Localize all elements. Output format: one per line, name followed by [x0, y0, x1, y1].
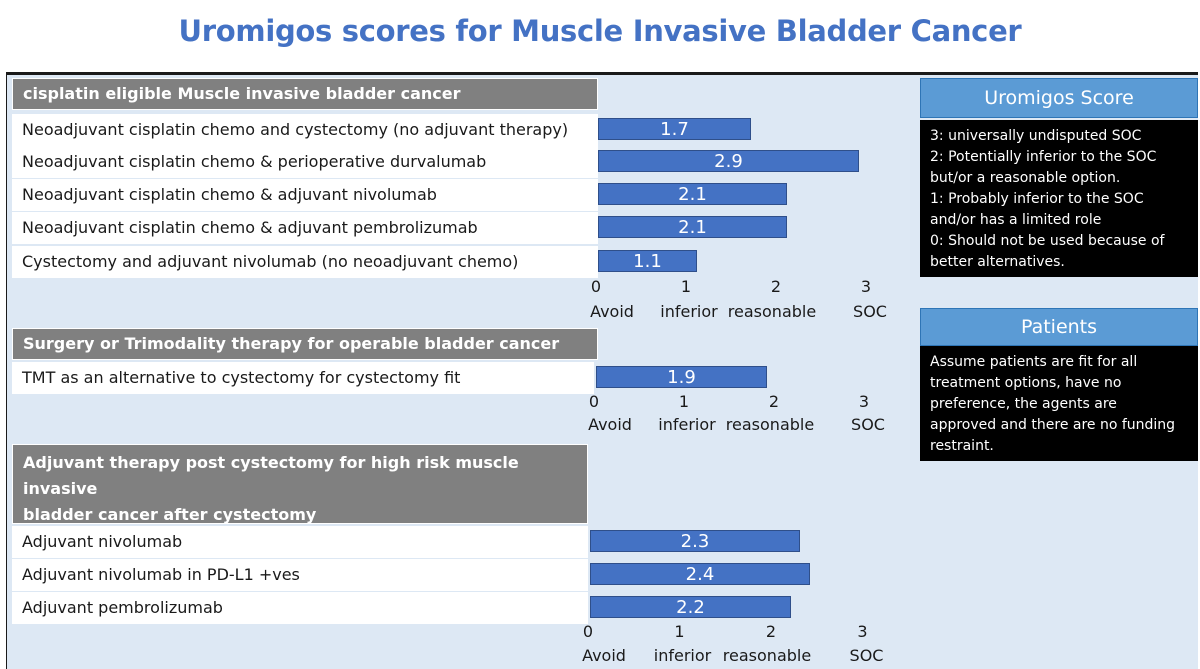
section-3-title-line-2: bladder cancer after cystectomy — [23, 505, 317, 524]
axis-tick-word: inferior — [658, 415, 716, 434]
patients-line: treatment options, have no — [930, 375, 1122, 391]
score-bar: 2.9 — [598, 150, 859, 172]
axis-tick-word: inferior — [653, 646, 712, 665]
score-legend-header: Uromigos Score — [920, 78, 1198, 118]
axis-tick-label: 2 — [765, 622, 777, 641]
bar-value-label: 2.3 — [680, 531, 710, 552]
score-legend-line: 1: Probably inferior to the SOC — [930, 191, 1144, 207]
score-legend-line: 3: universally undisputed SOC — [930, 128, 1142, 144]
score-legend-line: and/or has a limited role — [930, 212, 1102, 228]
page-title: Uromigos scores for Muscle Invasive Blad… — [178, 14, 1022, 48]
axis-tick-word: SOC — [849, 646, 884, 665]
score-bar: 2.2 — [590, 596, 791, 618]
axis-tick-label: 3 — [857, 622, 868, 641]
score-bar: 1.9 — [596, 366, 767, 388]
section-1-title: cisplatin eligible Muscle invasive bladd… — [23, 84, 461, 103]
score-bar: 2.1 — [598, 216, 787, 238]
bar-value-label: 2.2 — [676, 597, 705, 618]
axis-tick-word: reasonable — [722, 646, 812, 665]
axis-tick-label: 1 — [674, 622, 685, 641]
bar-value-label: 1.9 — [667, 367, 696, 388]
score-bar: 2.3 — [590, 530, 800, 552]
axis-tick-label: 2 — [770, 277, 782, 296]
category-label: Adjuvant pembrolizumab — [12, 592, 588, 624]
category-label: TMT as an alternative to cystectomy for … — [12, 362, 594, 394]
axis-tick-word: SOC — [853, 302, 887, 321]
bar-value-label: 1.1 — [633, 251, 662, 272]
category-label: Cystectomy and adjuvant nivolumab (no ne… — [12, 246, 598, 278]
axis-tick-label: 3 — [858, 392, 870, 411]
patients-line: preference, the agents are — [930, 396, 1117, 412]
section-2-title: Surgery or Trimodality therapy for opera… — [23, 334, 560, 353]
category-label: Neoadjuvant cisplatin chemo and cystecto… — [12, 114, 598, 146]
patients-header: Patients — [920, 308, 1198, 346]
patients-line: Assume patients are fit for all — [930, 354, 1138, 370]
axis-tick-label: 0 — [582, 622, 594, 641]
bar-value-label: 2.9 — [714, 151, 743, 172]
axis-tick-label: 1 — [678, 392, 690, 411]
axis-tick-word: reasonable — [725, 415, 815, 434]
section-3-title-line-1: Adjuvant therapy post cystectomy for hig… — [23, 453, 519, 498]
score-legend-line: 0: Should not be used because of — [930, 233, 1165, 249]
section-3-header: Adjuvant therapy post cystectomy for hig… — [12, 444, 588, 524]
axis-tick-label: 0 — [590, 277, 602, 296]
score-legend-line: but/or a reasonable option. — [930, 170, 1121, 186]
patients-box: Assume patients are fit for all treatmen… — [920, 346, 1198, 461]
score-legend-line: better alternatives. — [930, 254, 1065, 270]
score-legend-box: 3: universally undisputed SOC 2: Potenti… — [920, 120, 1198, 277]
axis-tick-word: Avoid — [590, 302, 634, 321]
score-bar: 2.4 — [590, 563, 810, 585]
axis-tick-word: Avoid — [582, 646, 626, 665]
axis-tick-label: 0 — [588, 392, 600, 411]
category-label: Adjuvant nivolumab — [12, 526, 588, 558]
bar-value-label: 2.1 — [678, 184, 707, 205]
score-bar: 1.7 — [598, 118, 751, 140]
axis-tick-word: inferior — [660, 302, 718, 321]
axis-tick-label: 2 — [768, 392, 780, 411]
category-label: Adjuvant nivolumab in PD-L1 +ves — [12, 559, 588, 591]
axis-tick-word: Avoid — [588, 415, 632, 434]
section-1-header: cisplatin eligible Muscle invasive bladd… — [12, 78, 598, 110]
axis-tick-word: reasonable — [727, 302, 817, 321]
category-label: Neoadjuvant cisplatin chemo & adjuvant n… — [12, 179, 598, 211]
section-2-header: Surgery or Trimodality therapy for opera… — [12, 328, 598, 360]
category-label: Neoadjuvant cisplatin chemo & adjuvant p… — [12, 212, 598, 244]
patients-line: restraint. — [930, 438, 994, 454]
score-bar: 2.1 — [598, 183, 787, 205]
score-legend-line: 2: Potentially inferior to the SOC — [930, 149, 1157, 165]
bar-value-label: 2.1 — [678, 217, 707, 238]
axis-tick-label: 1 — [680, 277, 692, 296]
axis-tick-label: 3 — [860, 277, 872, 296]
bar-value-label: 2.4 — [685, 564, 715, 585]
axis-tick-word: SOC — [851, 415, 885, 434]
category-label: Neoadjuvant cisplatin chemo & perioperat… — [12, 146, 598, 178]
bar-value-label: 1.7 — [660, 119, 689, 140]
patients-line: approved and there are no funding — [930, 417, 1176, 433]
score-bar: 1.1 — [598, 250, 697, 272]
